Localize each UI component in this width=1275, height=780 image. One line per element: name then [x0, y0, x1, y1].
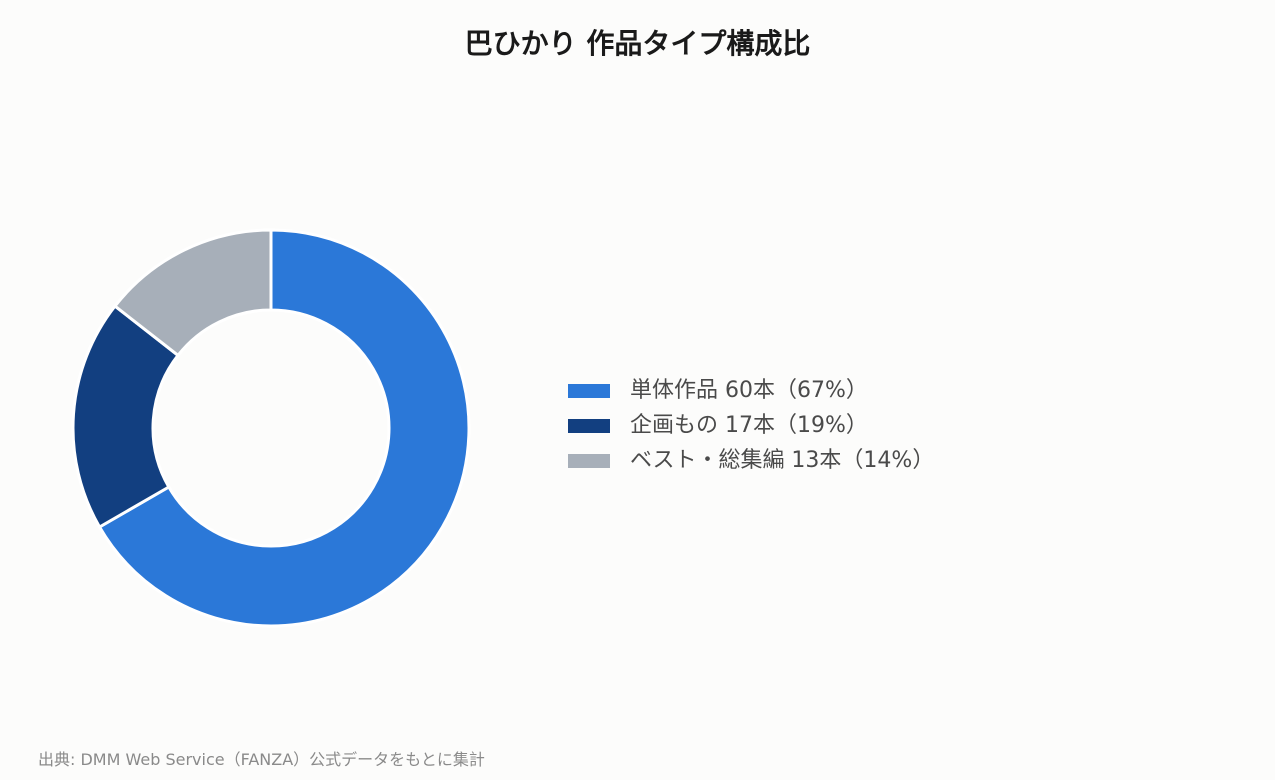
- legend-item-planning: 企画もの 17本（19%）: [568, 408, 934, 443]
- legend-label-planning: 企画もの 17本（19%）: [630, 412, 868, 438]
- legend-label-single: 単体作品 60本（67%）: [630, 377, 868, 403]
- legend-item-single: 単体作品 60本（67%）: [568, 373, 934, 408]
- legend-swatch-planning: [568, 418, 610, 433]
- legend-item-best: ベスト・総集編 13本（14%）: [568, 443, 934, 478]
- legend-swatch-best: [568, 453, 610, 468]
- chart-title: 巴ひかり 作品タイプ構成比: [464, 27, 811, 60]
- legend-label-best: ベスト・総集編 13本（14%）: [630, 447, 935, 473]
- slice-best: [112, 228, 273, 358]
- slice-single: [97, 228, 471, 628]
- source-note: 出典: DMM Web Service（FANZA）公式データをもとに集計: [38, 750, 485, 769]
- slice-planning: [71, 303, 181, 530]
- legend-swatch-single: [568, 383, 610, 398]
- chart-legend: 単体作品 60本（67%） 企画もの 17本（19%） ベスト・総集編 13本（…: [568, 373, 934, 478]
